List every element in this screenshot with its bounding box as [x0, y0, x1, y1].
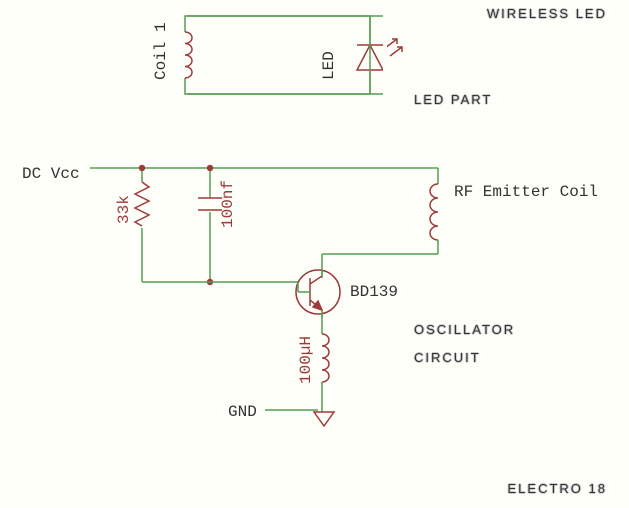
rf-coil-label: RF Emitter Coil: [454, 183, 598, 201]
gnd-label: GND: [228, 403, 257, 421]
led-label: LED: [320, 51, 338, 80]
osc-label-1: OSCILLATOR: [414, 322, 515, 337]
dc-vcc-label: DC Vcc: [22, 165, 80, 183]
transistor-bd139: [296, 270, 340, 318]
coil1-label: Coil 1: [152, 22, 170, 80]
led-part-label: LED PART: [414, 92, 492, 107]
signature-label: Electro 18: [508, 481, 607, 496]
osc-label-2: CIRCUIT: [414, 350, 481, 365]
l-100uH-label: 100µH: [297, 336, 315, 384]
title-label: Wireless LED: [487, 6, 607, 21]
bd139-label: BD139: [350, 283, 398, 301]
r-33k-label: 33k: [115, 195, 133, 224]
c-100nf-label: 100nf: [219, 180, 237, 228]
